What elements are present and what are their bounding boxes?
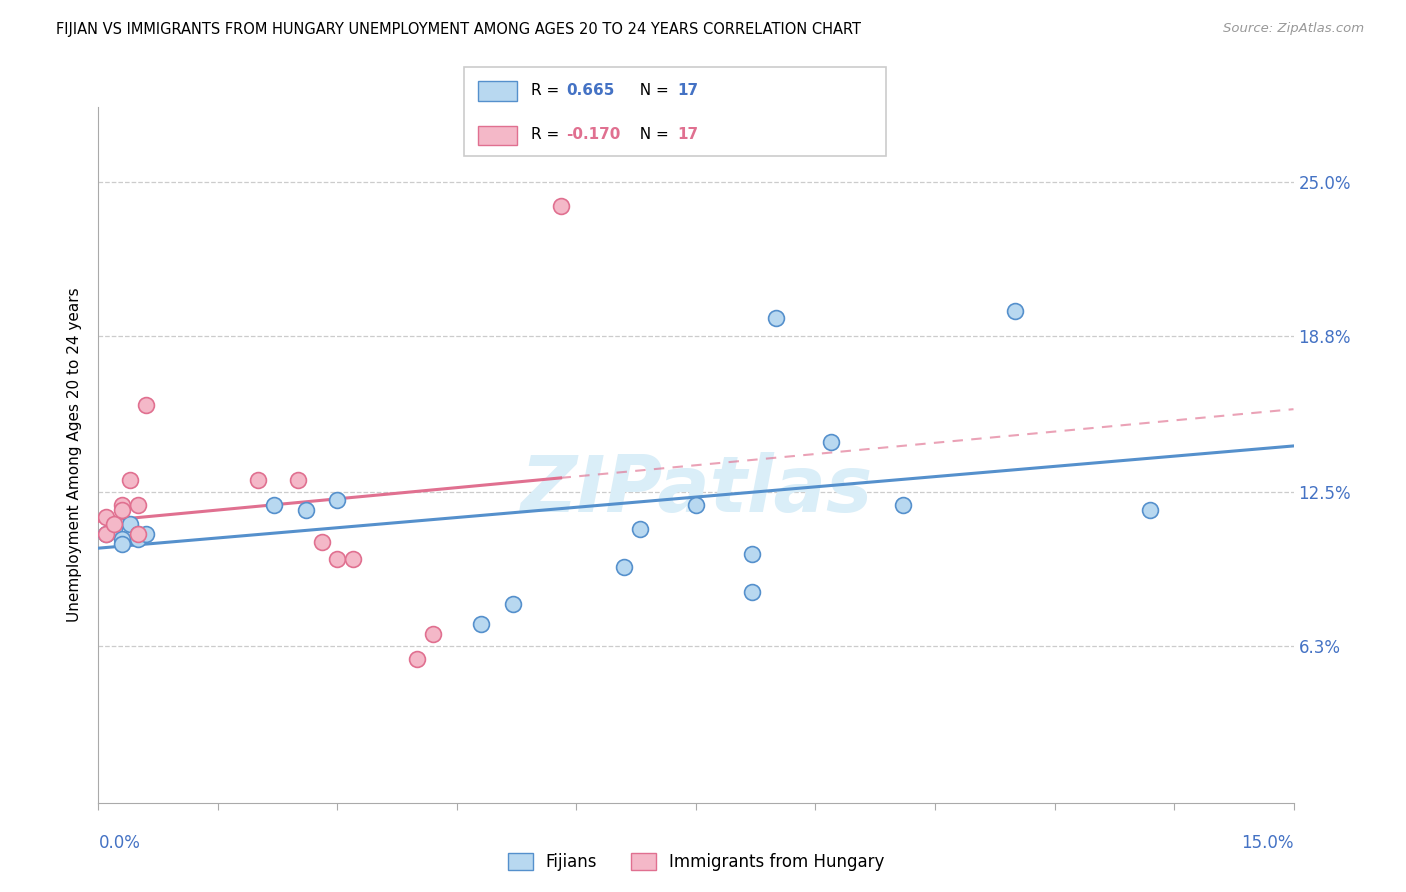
Point xyxy=(741,584,763,599)
Point xyxy=(111,533,134,547)
Point xyxy=(1139,502,1161,516)
Text: 0.0%: 0.0% xyxy=(98,834,141,852)
Point xyxy=(111,537,134,551)
Point xyxy=(820,435,842,450)
Point xyxy=(120,517,142,532)
Text: R =: R = xyxy=(531,83,565,97)
Point xyxy=(765,311,787,326)
Text: 17: 17 xyxy=(678,128,699,142)
Point xyxy=(127,527,149,541)
Point xyxy=(406,651,429,665)
Point xyxy=(103,517,125,532)
Point xyxy=(550,199,572,213)
Point xyxy=(502,597,524,611)
Point xyxy=(135,398,157,412)
Point xyxy=(103,523,125,537)
Point xyxy=(741,547,763,561)
Point xyxy=(628,523,651,537)
Point xyxy=(613,559,636,574)
Point xyxy=(127,498,149,512)
Point xyxy=(111,498,134,512)
Text: FIJIAN VS IMMIGRANTS FROM HUNGARY UNEMPLOYMENT AMONG AGES 20 TO 24 YEARS CORRELA: FIJIAN VS IMMIGRANTS FROM HUNGARY UNEMPL… xyxy=(56,22,862,37)
Point xyxy=(326,492,349,507)
Point xyxy=(96,527,118,541)
Point xyxy=(96,527,118,541)
Point xyxy=(263,498,285,512)
Text: N =: N = xyxy=(630,83,673,97)
Point xyxy=(294,502,316,516)
Point xyxy=(135,527,157,541)
Point xyxy=(326,552,349,566)
Text: R =: R = xyxy=(531,128,565,142)
Point xyxy=(1004,303,1026,318)
Text: 17: 17 xyxy=(678,83,699,97)
Point xyxy=(287,473,309,487)
Point xyxy=(311,535,333,549)
Point xyxy=(246,473,269,487)
Text: 0.665: 0.665 xyxy=(567,83,614,97)
Point xyxy=(127,533,149,547)
Point xyxy=(111,502,134,516)
Point xyxy=(342,552,364,566)
Legend: Fijians, Immigrants from Hungary: Fijians, Immigrants from Hungary xyxy=(501,847,891,878)
Text: -0.170: -0.170 xyxy=(567,128,621,142)
Point xyxy=(96,510,118,524)
Point xyxy=(685,498,707,512)
Text: ZIPatlas: ZIPatlas xyxy=(520,451,872,528)
Point xyxy=(470,616,492,631)
Y-axis label: Unemployment Among Ages 20 to 24 years: Unemployment Among Ages 20 to 24 years xyxy=(67,287,83,623)
Text: 15.0%: 15.0% xyxy=(1241,834,1294,852)
Point xyxy=(891,498,914,512)
Text: Source: ZipAtlas.com: Source: ZipAtlas.com xyxy=(1223,22,1364,36)
Point xyxy=(422,627,444,641)
Point xyxy=(127,527,149,541)
Point xyxy=(120,473,142,487)
Text: N =: N = xyxy=(630,128,673,142)
